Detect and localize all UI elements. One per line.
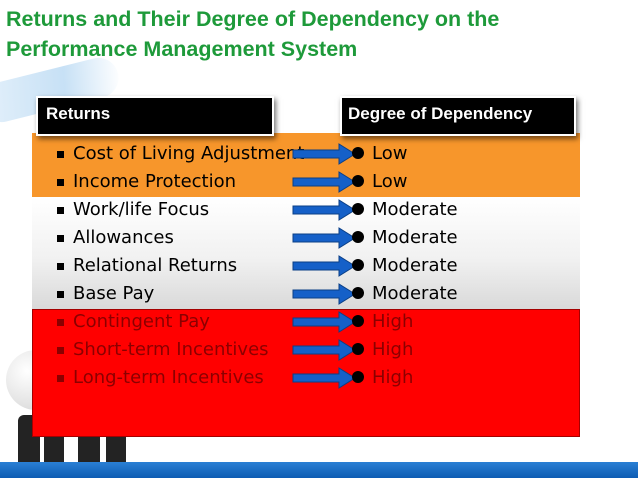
arrow-right-icon bbox=[292, 199, 356, 221]
arrow-right-icon bbox=[292, 171, 356, 193]
slide-title-line-2: Performance Management System bbox=[6, 37, 358, 61]
table-row: Allowances Moderate bbox=[0, 224, 638, 252]
return-label: Cost of Living Adjustment bbox=[73, 143, 305, 164]
arrow-right-icon bbox=[292, 255, 356, 277]
square-bullet-icon bbox=[57, 375, 64, 382]
circle-bullet-icon bbox=[352, 175, 364, 187]
square-bullet-icon bbox=[57, 347, 64, 354]
circle-bullet-icon bbox=[352, 203, 364, 215]
circle-bullet-icon bbox=[352, 343, 364, 355]
return-label: Base Pay bbox=[73, 283, 155, 304]
table-row: Contingent Pay High bbox=[0, 308, 638, 336]
return-label: Long-term Incentives bbox=[73, 367, 264, 388]
dependency-level: Moderate bbox=[372, 199, 458, 220]
dependency-level: High bbox=[372, 367, 414, 388]
arrow-right-icon bbox=[292, 227, 356, 249]
square-bullet-icon bbox=[57, 235, 64, 242]
high-dependency-band bbox=[32, 309, 580, 437]
degree-of-dependency-header: Degree of Dependency bbox=[340, 96, 576, 136]
return-label: Short-term Incentives bbox=[73, 339, 269, 360]
dependency-level: Low bbox=[372, 171, 408, 192]
return-label: Work/life Focus bbox=[73, 199, 210, 220]
square-bullet-icon bbox=[57, 207, 64, 214]
footer-bar bbox=[0, 462, 638, 478]
arrow-right-icon bbox=[292, 283, 356, 305]
table-row: Short-term Incentives High bbox=[0, 336, 638, 364]
circle-bullet-icon bbox=[352, 259, 364, 271]
square-bullet-icon bbox=[57, 319, 64, 326]
table-row: Relational Returns Moderate bbox=[0, 252, 638, 280]
dependency-level: Low bbox=[372, 143, 408, 164]
dependency-level: Moderate bbox=[372, 283, 458, 304]
arrow-right-icon bbox=[292, 367, 356, 389]
circle-bullet-icon bbox=[352, 371, 364, 383]
return-label: Income Protection bbox=[73, 171, 237, 192]
circle-bullet-icon bbox=[352, 315, 364, 327]
return-label: Relational Returns bbox=[73, 255, 238, 276]
slide-title-line-1: Returns and Their Degree of Dependency o… bbox=[6, 7, 500, 31]
table-row: Cost of Living Adjustment Low bbox=[0, 140, 638, 168]
dependency-level: High bbox=[372, 339, 414, 360]
table-row: Work/life Focus Moderate bbox=[0, 196, 638, 224]
return-label: Allowances bbox=[73, 227, 174, 248]
square-bullet-icon bbox=[57, 263, 64, 270]
returns-list: Cost of Living Adjustment Low Income Prote… bbox=[0, 140, 638, 392]
slide-title: Returns and Their Degree of Dependency o… bbox=[6, 4, 626, 64]
table-row: Income Protection Low bbox=[0, 168, 638, 196]
arrow-right-icon bbox=[292, 339, 356, 361]
table-row: Long-term Incentives High bbox=[0, 364, 638, 392]
dependency-level: Moderate bbox=[372, 255, 458, 276]
circle-bullet-icon bbox=[352, 147, 364, 159]
arrow-right-icon bbox=[292, 143, 356, 165]
return-label: Contingent Pay bbox=[73, 311, 210, 332]
dependency-level: High bbox=[372, 311, 414, 332]
square-bullet-icon bbox=[57, 291, 64, 298]
table-row: Base Pay Moderate bbox=[0, 280, 638, 308]
returns-header: Returns bbox=[36, 96, 274, 136]
circle-bullet-icon bbox=[352, 231, 364, 243]
dependency-level: Moderate bbox=[372, 227, 458, 248]
square-bullet-icon bbox=[57, 151, 64, 158]
circle-bullet-icon bbox=[352, 287, 364, 299]
arrow-right-icon bbox=[292, 311, 356, 333]
square-bullet-icon bbox=[57, 179, 64, 186]
